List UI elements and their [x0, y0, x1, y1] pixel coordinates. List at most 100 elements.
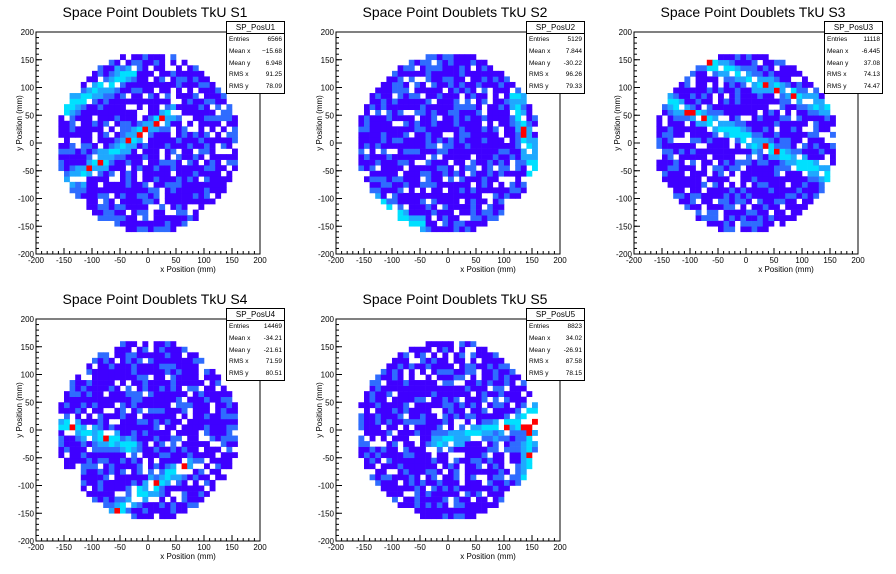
heatmap-cell — [397, 374, 404, 381]
x-tick-label: -200 — [328, 256, 345, 265]
x-axis-label: x Position (mm) — [758, 265, 814, 274]
y-tick-label: -50 — [322, 454, 334, 463]
heatmap-cell — [481, 220, 488, 227]
heatmap-cell — [108, 491, 115, 497]
heatmap-cell — [192, 468, 199, 475]
heatmap-cell — [796, 181, 803, 188]
heatmap-cell — [159, 363, 166, 370]
heatmap-cell — [125, 357, 132, 364]
heatmap-cell — [142, 115, 149, 122]
heatmap-cell — [86, 137, 93, 144]
heatmap-cell — [220, 474, 227, 481]
heatmap-cell — [678, 165, 685, 172]
heatmap-cell — [448, 54, 454, 61]
heatmap-cell — [779, 126, 786, 133]
heatmap-cell — [215, 424, 222, 431]
heatmap-cell — [425, 165, 432, 172]
heatmap-cell — [785, 126, 792, 133]
heatmap-cell — [386, 413, 393, 420]
heatmap-cell — [476, 215, 482, 221]
heatmap-cell — [420, 115, 426, 122]
heatmap-cell — [768, 148, 775, 155]
heatmap-cell — [358, 120, 365, 127]
heatmap-cell — [142, 441, 149, 447]
heatmap-cell — [215, 192, 222, 199]
heatmap-cell — [751, 220, 758, 227]
heatmap-cell — [170, 496, 177, 503]
heatmap-cell — [723, 81, 730, 88]
heatmap-cell — [746, 170, 752, 177]
y-tick-label: -150 — [616, 222, 633, 231]
heatmap-cell — [481, 396, 488, 403]
heatmap-cell — [64, 424, 70, 431]
heatmap-cell — [97, 204, 104, 210]
heatmap-cell — [198, 148, 205, 155]
heatmap-cell — [209, 154, 216, 160]
heatmap-cell — [108, 59, 115, 66]
heatmap-cell — [403, 192, 410, 199]
heatmap-cell — [69, 170, 76, 177]
heatmap-cell — [520, 396, 527, 403]
heatmap-cell — [103, 87, 110, 94]
heatmap-cell — [790, 204, 797, 210]
heatmap-cell — [64, 176, 70, 183]
heatmap-cell — [226, 452, 233, 459]
heatmap-cell — [215, 115, 222, 122]
heatmap-cell — [148, 126, 154, 133]
heatmap-cell — [684, 154, 691, 160]
heatmap-cell — [153, 474, 160, 481]
heatmap-cell — [723, 54, 730, 61]
heatmap-cell — [453, 70, 460, 77]
stats-histogram-name: SP_PosU5 — [527, 309, 584, 321]
heatmap-cell — [92, 98, 98, 105]
heatmap-cell — [436, 424, 443, 431]
heatmap-cell — [232, 120, 238, 127]
heatmap-cell — [204, 396, 210, 403]
heatmap-cell — [386, 98, 393, 105]
heatmap-cell — [470, 413, 477, 420]
heatmap-cell — [453, 402, 460, 409]
heatmap-cell — [164, 115, 171, 122]
heatmap-cell — [198, 413, 205, 420]
heatmap-cell — [470, 341, 477, 348]
heatmap-cell — [58, 143, 65, 149]
heatmap-cell — [442, 463, 449, 470]
heatmap-cell — [380, 430, 387, 436]
heatmap-cell — [164, 391, 171, 397]
heatmap-cell — [232, 154, 238, 160]
heatmap-cell — [380, 93, 387, 99]
heatmap-cell — [114, 430, 121, 436]
heatmap-cell — [176, 170, 182, 177]
heatmap-cell — [159, 126, 166, 133]
heatmap-cell — [723, 220, 730, 227]
heatmap-cell — [425, 463, 432, 470]
heatmap-cell — [779, 76, 786, 83]
heatmap-cell — [762, 215, 769, 221]
heatmap-cell — [723, 226, 730, 233]
heatmap-cell — [453, 93, 460, 99]
heatmap-cell — [181, 204, 188, 210]
stats-histogram-name: SP_PosU4 — [227, 309, 284, 321]
heatmap-cell — [701, 215, 708, 221]
stats-value: 11118 — [863, 36, 880, 43]
heatmap-cell — [425, 93, 432, 99]
heatmap-cell — [762, 93, 769, 99]
heatmap-cell — [375, 413, 382, 420]
heatmap-cell — [751, 176, 758, 183]
heatmap-cell — [120, 93, 126, 99]
heatmap-cell — [487, 485, 494, 492]
heatmap-cell — [706, 104, 713, 110]
heatmap-cell — [481, 65, 488, 72]
heatmap-cell — [120, 502, 126, 508]
heatmap-cell — [459, 143, 466, 149]
heatmap-cell — [142, 220, 149, 227]
heatmap-cell — [92, 87, 98, 94]
heatmap-cell — [159, 452, 166, 459]
heatmap-cell — [170, 380, 177, 386]
heatmap-cell — [740, 215, 747, 221]
heatmap-cell — [774, 198, 780, 205]
heatmap-cell — [498, 474, 505, 481]
heatmap-cell — [131, 463, 138, 470]
heatmap-cell — [142, 402, 149, 409]
heatmap-cell — [492, 143, 499, 149]
